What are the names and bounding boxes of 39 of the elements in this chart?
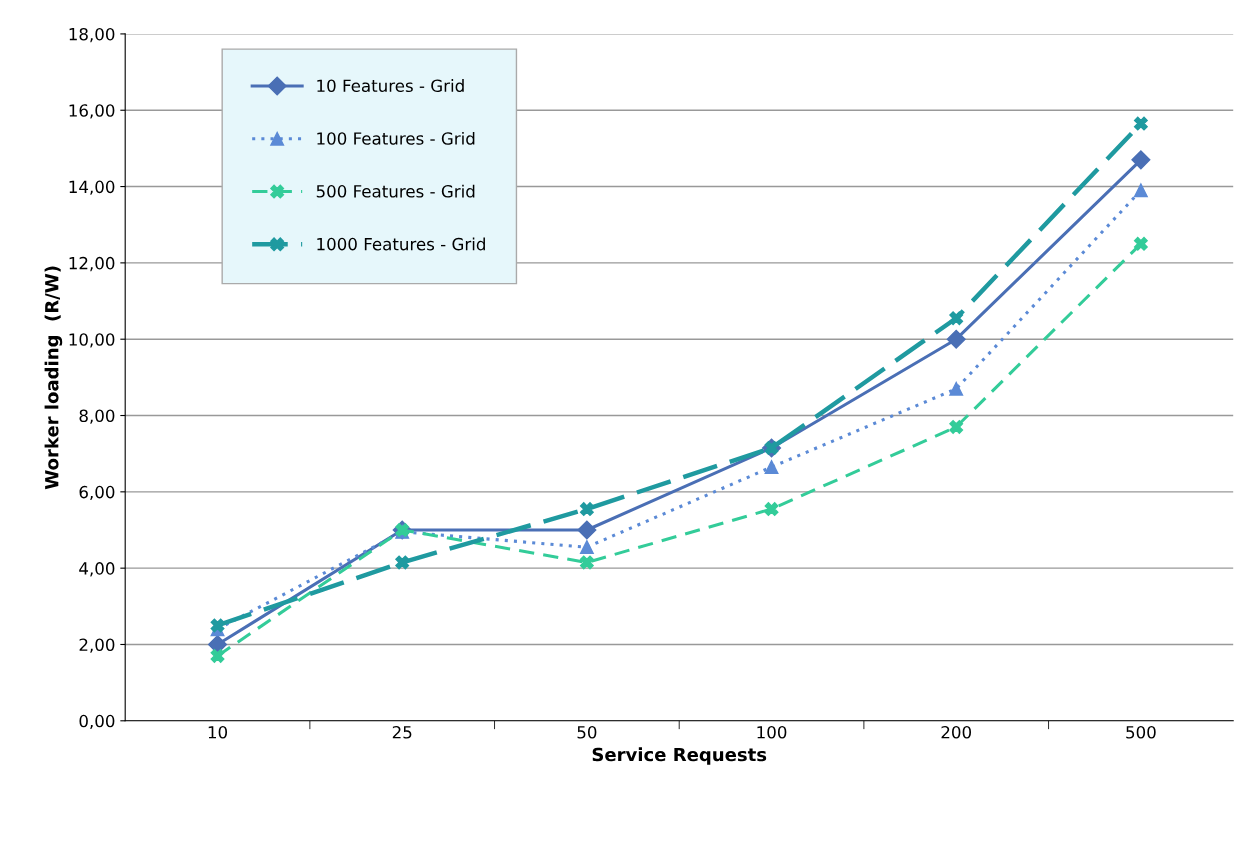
point	[579, 502, 594, 516]
point	[949, 420, 964, 434]
legend-label: 10 Features - Grid	[317, 79, 464, 93]
x-tick-label: 200	[941, 725, 972, 739]
legend-label: 500 Features - Grid	[316, 184, 475, 198]
point	[210, 618, 225, 633]
point	[764, 502, 779, 516]
y-tick-label: 8,00	[79, 409, 115, 424]
y-tick-label: 14,00	[69, 180, 115, 195]
y-tick-label: 16,00	[69, 104, 115, 119]
point	[949, 311, 964, 326]
x-axis-title: Service Requests	[592, 747, 767, 765]
point	[395, 555, 410, 570]
point	[946, 329, 966, 349]
y-tick-label: 2,00	[79, 638, 115, 653]
point	[579, 540, 594, 555]
point	[764, 460, 779, 474]
point	[949, 381, 964, 396]
x-tick-label: 25	[392, 725, 412, 739]
point	[1133, 116, 1148, 131]
y-tick-label: 10,00	[69, 333, 115, 348]
point	[577, 520, 597, 540]
point	[1133, 183, 1148, 198]
y-tick-label: 18,00	[69, 27, 115, 43]
x-tick-label: 50	[577, 725, 597, 739]
x-tick-label: 100	[757, 725, 787, 739]
y-tick-label: 0,00	[79, 714, 115, 730]
legend-label: 100 Features - Grid	[317, 131, 475, 145]
y-tick-label: 12,00	[69, 256, 115, 272]
point	[579, 555, 594, 570]
x-tick-label: 10	[208, 725, 228, 739]
x-tick-label: 500	[1126, 725, 1156, 739]
point	[210, 648, 225, 663]
y-tick-label: 4,00	[79, 562, 115, 577]
y-tick-label: 6,00	[79, 485, 115, 501]
point	[1131, 150, 1151, 170]
y-axis-title: Worker loading (R/W)	[44, 266, 63, 490]
legend-label: 1000 Features - Grid	[317, 237, 485, 251]
point	[1133, 236, 1148, 251]
